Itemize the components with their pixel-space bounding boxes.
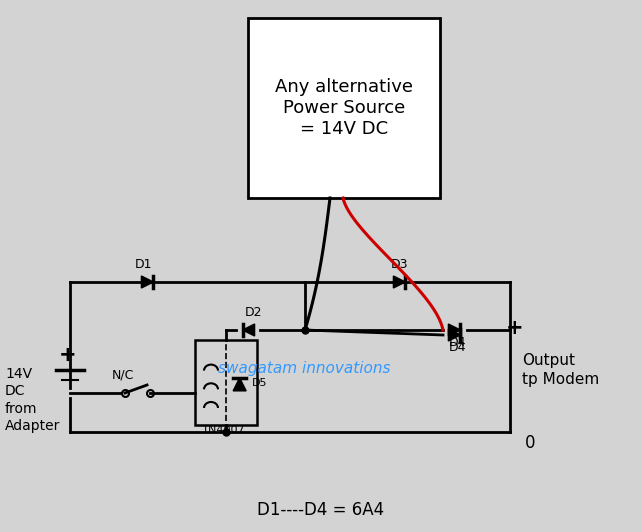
Bar (195, 340, 257, 425)
Text: D5: D5 (252, 378, 267, 388)
Text: +: + (59, 345, 77, 365)
Text: 14V
DC
from
Adapter: 14V DC from Adapter (5, 367, 60, 433)
Text: Any alternative
Power Source
= 14V DC: Any alternative Power Source = 14V DC (275, 78, 413, 138)
Bar (248, 18, 440, 198)
Text: D2: D2 (245, 306, 263, 319)
Polygon shape (243, 324, 255, 336)
Polygon shape (448, 329, 460, 341)
Polygon shape (233, 378, 246, 391)
Text: 1N4007: 1N4007 (202, 425, 246, 435)
Polygon shape (141, 276, 153, 288)
Text: D1: D1 (134, 258, 152, 271)
Polygon shape (394, 276, 405, 288)
Text: D1----D4 = 6A4: D1----D4 = 6A4 (257, 501, 385, 519)
Polygon shape (448, 324, 460, 336)
Text: D4: D4 (448, 341, 465, 354)
Text: D4: D4 (448, 336, 465, 349)
Text: Output
tp Modem: Output tp Modem (522, 353, 599, 387)
Text: +: + (506, 318, 524, 338)
Text: swagatam innovations: swagatam innovations (218, 361, 390, 376)
Text: 0: 0 (525, 434, 535, 452)
Text: D3: D3 (391, 258, 409, 271)
Text: N/C: N/C (112, 369, 134, 382)
